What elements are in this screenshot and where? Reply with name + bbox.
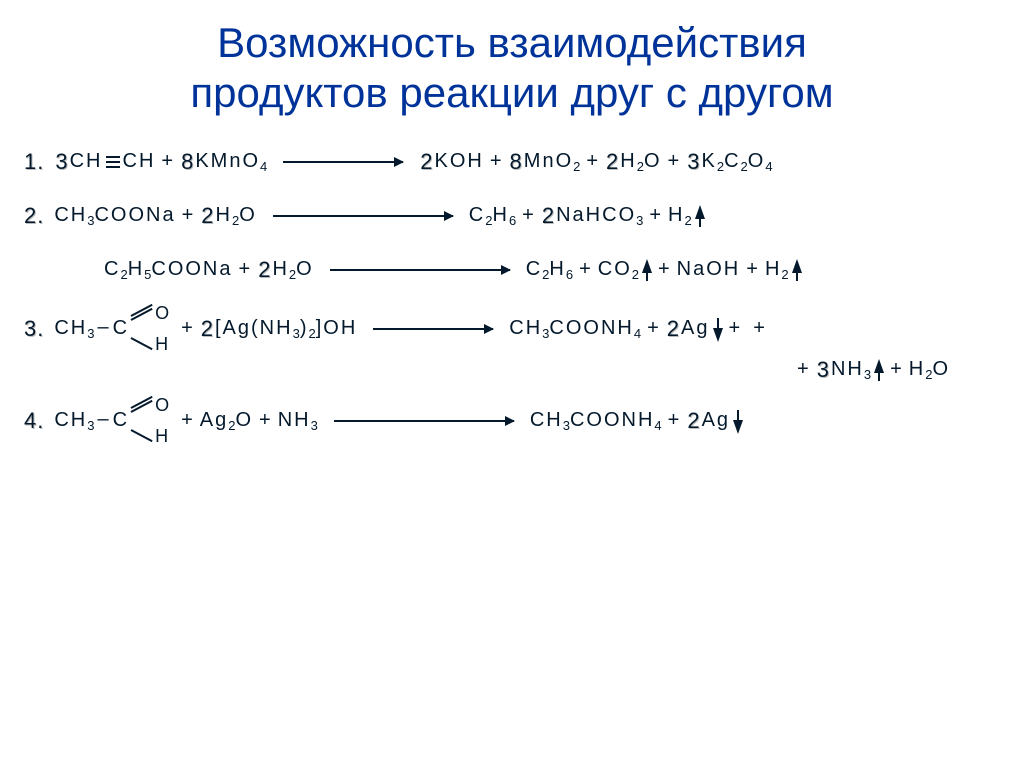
formula-term: 3NH3	[816, 357, 884, 383]
equation-row: 1.3CHCH+8KMnO42KOH+8MnO2+2H2O+3K2C2O4	[24, 149, 1000, 175]
formula-term: C2H6	[526, 258, 573, 281]
formula-term: 3CHCH	[54, 149, 155, 175]
equation-row: 4.CH3–COH+Ag2O+NH3CH3COONH4+2Ag	[24, 403, 1000, 439]
formula-term: +	[175, 317, 200, 340]
title-line-2: продуктов реакции друг с другом	[190, 69, 833, 116]
equation-number: 2.	[24, 203, 44, 229]
equation-row: 3.CH3–COH+2[Ag(NH3)2]OHCH3COONH4+2Ag++	[24, 311, 1000, 347]
formula-term: 2H2O	[605, 149, 662, 175]
formula-term: NaOH	[677, 258, 741, 281]
formula-term: 2H2O	[200, 203, 257, 229]
formula-term: H2	[765, 258, 802, 281]
formula-term: 8MnO2	[509, 149, 581, 175]
formula-term: +	[176, 204, 201, 227]
equation-number: 3.	[24, 316, 44, 342]
structural-formula: CH3–COH	[54, 403, 167, 439]
formula-term: CO2	[598, 258, 652, 281]
formula-term: CH3COONH4	[530, 409, 662, 432]
formula-term: CH3COONH4	[509, 317, 641, 340]
formula-term: 2KOH	[419, 149, 484, 175]
formula-term: +	[233, 258, 258, 281]
formula-term: C2H5COONa	[104, 258, 233, 281]
slide-title: Возможность взаимодействия продуктов реа…	[0, 0, 1024, 119]
formula-term: +	[175, 409, 200, 432]
formula-term: CH3COONa	[54, 204, 175, 227]
formula-term: 2NaHCO3	[541, 203, 644, 229]
formula-term: 8KMnO4	[180, 149, 267, 175]
equation-number: 1.	[24, 149, 44, 175]
equation-number: 4.	[24, 408, 44, 434]
formula-term: H2	[668, 204, 705, 227]
formula-term: C2H6	[469, 204, 516, 227]
formula-term: 2[Ag(NH3)2]OH	[200, 316, 358, 342]
formula-term: H2O	[909, 358, 950, 381]
reaction-arrow	[373, 328, 493, 330]
formula-term: +	[155, 150, 180, 173]
formula-term: +	[747, 317, 772, 340]
equation-row: C2H5COONa+2H2OC2H6+CO2+NaOH+H2	[24, 257, 1000, 283]
formula-term: 2Ag	[686, 408, 743, 434]
structural-formula: CH3–COH	[54, 311, 167, 347]
reaction-arrow	[334, 420, 514, 422]
equation-row: 2.CH3COONa+2H2OC2H6+2NaHCO3+H2	[24, 203, 1000, 229]
equations-container: 1.3CHCH+8KMnO42KOH+8MnO2+2H2O+3K2C2O42.C…	[0, 119, 1024, 439]
formula-term: Ag2O	[200, 409, 253, 432]
formula-term: 3K2C2O4	[686, 149, 772, 175]
formula-term: +	[253, 409, 278, 432]
equation-row-continuation: +3NH3+H2O	[24, 357, 1000, 383]
reaction-arrow	[283, 161, 403, 163]
formula-term: NH3	[278, 409, 318, 432]
formula-term: +	[791, 358, 816, 381]
reaction-arrow	[273, 215, 453, 217]
title-line-1: Возможность взаимодействия	[217, 19, 807, 66]
formula-term: 2H2O	[257, 257, 314, 283]
formula-term: 2Ag	[666, 316, 723, 342]
reaction-arrow	[330, 269, 510, 271]
